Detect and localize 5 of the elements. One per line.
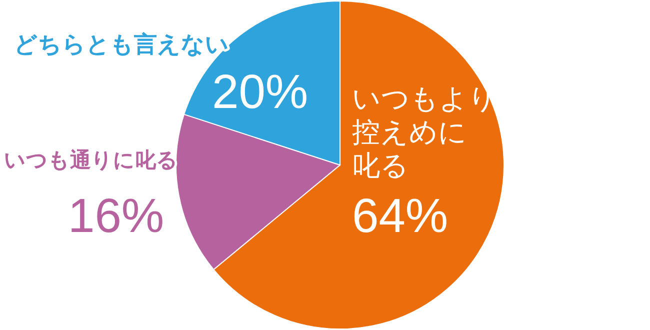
data-label: 64% [352, 190, 448, 243]
data-label: 16% [68, 190, 164, 243]
slice-label: どちらとも言えない [14, 31, 229, 57]
slice-label: いつも通りに叱る [4, 149, 178, 172]
data-label: 20% [212, 66, 308, 119]
